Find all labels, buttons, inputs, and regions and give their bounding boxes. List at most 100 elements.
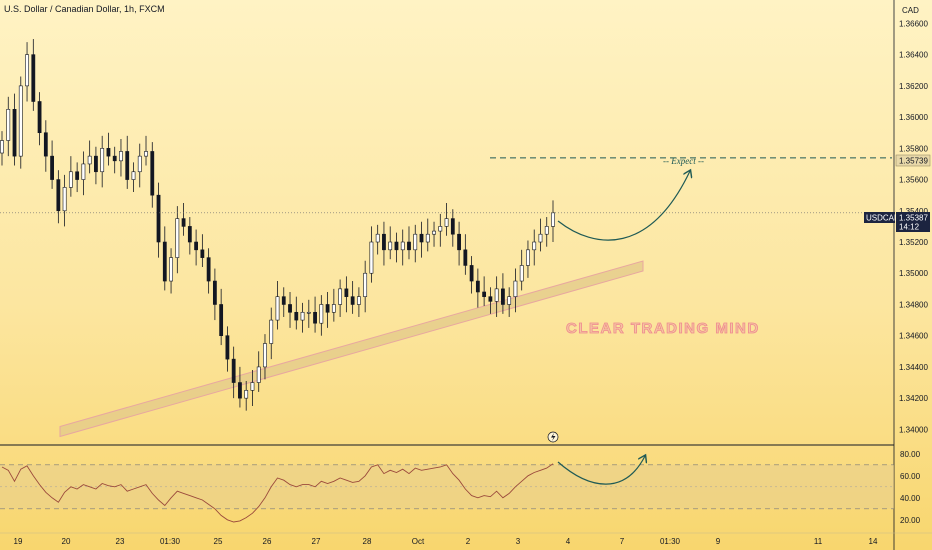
candle[interactable]	[457, 221, 461, 266]
candle[interactable]	[131, 162, 136, 193]
candle[interactable]	[331, 288, 336, 322]
candle[interactable]	[94, 146, 98, 185]
candle[interactable]	[325, 291, 330, 328]
candle[interactable]	[544, 217, 549, 247]
lightning-icon[interactable]	[547, 431, 559, 443]
candle[interactable]	[350, 281, 355, 314]
candle[interactable]	[382, 221, 386, 266]
candle[interactable]	[444, 202, 449, 236]
candle[interactable]	[238, 366, 242, 408]
candle[interactable]	[12, 93, 17, 166]
candle[interactable]	[532, 229, 537, 266]
candle[interactable]	[100, 135, 105, 188]
candle[interactable]	[18, 76, 23, 169]
candle[interactable]	[281, 287, 286, 317]
candle[interactable]	[438, 213, 443, 247]
candle[interactable]	[294, 296, 299, 330]
candle[interactable]	[43, 120, 48, 172]
support-channel-band[interactable]	[59, 260, 644, 438]
candle[interactable]	[488, 287, 493, 314]
candle[interactable]	[31, 39, 36, 111]
candle[interactable]	[87, 140, 92, 174]
candle[interactable]	[313, 296, 317, 333]
candle[interactable]	[169, 248, 173, 294]
candle[interactable]	[162, 226, 167, 291]
candle[interactable]	[344, 276, 349, 313]
candle[interactable]	[288, 291, 292, 328]
candle[interactable]	[519, 249, 524, 291]
candle[interactable]	[507, 287, 512, 317]
candle[interactable]	[175, 206, 180, 274]
time-axis[interactable]: 19 20 23 01:30 25 26 27 28 Oct 2 3 4 7 01:30 9 11 14	[14, 537, 878, 546]
candle[interactable]	[469, 256, 474, 294]
candle[interactable]	[413, 224, 418, 263]
candle[interactable]	[50, 140, 54, 189]
projection-arrow[interactable]	[557, 171, 690, 241]
candle[interactable]	[450, 209, 455, 247]
candle[interactable]	[112, 146, 117, 174]
candle[interactable]	[181, 202, 186, 236]
candle[interactable]	[25, 42, 29, 102]
candle[interactable]	[150, 142, 155, 208]
candle[interactable]	[407, 226, 411, 260]
support-channel[interactable]	[59, 260, 644, 438]
candle[interactable]	[306, 299, 311, 328]
rsi-line[interactable]	[1, 463, 554, 523]
candle[interactable]	[388, 226, 393, 260]
candle[interactable]	[156, 182, 161, 258]
candle[interactable]	[356, 287, 361, 317]
candle[interactable]	[75, 162, 80, 193]
candle[interactable]	[400, 229, 405, 266]
candle[interactable]	[219, 288, 224, 346]
candle[interactable]	[475, 268, 480, 308]
candle[interactable]	[394, 232, 399, 263]
candle[interactable]	[300, 302, 305, 333]
candle[interactable]	[62, 174, 67, 227]
candle[interactable]	[200, 234, 205, 267]
candle[interactable]	[37, 92, 42, 146]
candle[interactable]	[212, 268, 217, 321]
candle[interactable]	[119, 138, 123, 177]
candle[interactable]	[482, 276, 487, 307]
candle[interactable]	[275, 281, 280, 330]
candle[interactable]	[225, 326, 230, 372]
candle[interactable]	[206, 248, 211, 294]
candle[interactable]	[56, 170, 61, 224]
candle[interactable]	[551, 200, 555, 243]
candle[interactable]	[463, 234, 468, 275]
candle[interactable]	[106, 132, 111, 166]
candle[interactable]	[244, 380, 249, 411]
candle[interactable]	[0, 131, 4, 166]
candle[interactable]	[375, 224, 380, 255]
candle[interactable]	[501, 273, 505, 314]
candle[interactable]	[125, 135, 130, 189]
candle[interactable]	[432, 221, 436, 247]
candle[interactable]	[419, 221, 424, 258]
candle[interactable]	[269, 307, 274, 360]
candle[interactable]	[425, 218, 430, 252]
candles[interactable]	[0, 39, 555, 411]
candle[interactable]	[526, 240, 530, 278]
rsi-projection-arrow[interactable]	[557, 456, 645, 485]
candle[interactable]	[538, 218, 543, 252]
candle[interactable]	[137, 143, 142, 188]
candle[interactable]	[494, 276, 499, 317]
candle[interactable]	[369, 226, 374, 283]
candle[interactable]	[194, 229, 199, 266]
candle[interactable]	[513, 268, 518, 313]
rsi-pane[interactable]: 80.00 60.00 40.00 20.00	[0, 450, 921, 525]
candle[interactable]	[256, 351, 261, 392]
candle[interactable]	[68, 156, 73, 197]
candle[interactable]	[231, 346, 236, 399]
candle[interactable]	[6, 96, 11, 157]
candle[interactable]	[250, 370, 255, 406]
candle[interactable]	[81, 151, 86, 196]
candle[interactable]	[263, 334, 267, 380]
candle[interactable]	[363, 260, 368, 313]
candle[interactable]	[319, 295, 324, 336]
candle[interactable]	[144, 135, 148, 166]
price-axis[interactable]: 1.36600 1.36400 1.36200 1.36000 1.35800 1.356…	[899, 19, 928, 434]
candle[interactable]	[338, 279, 343, 317]
candle[interactable]	[187, 217, 192, 255]
